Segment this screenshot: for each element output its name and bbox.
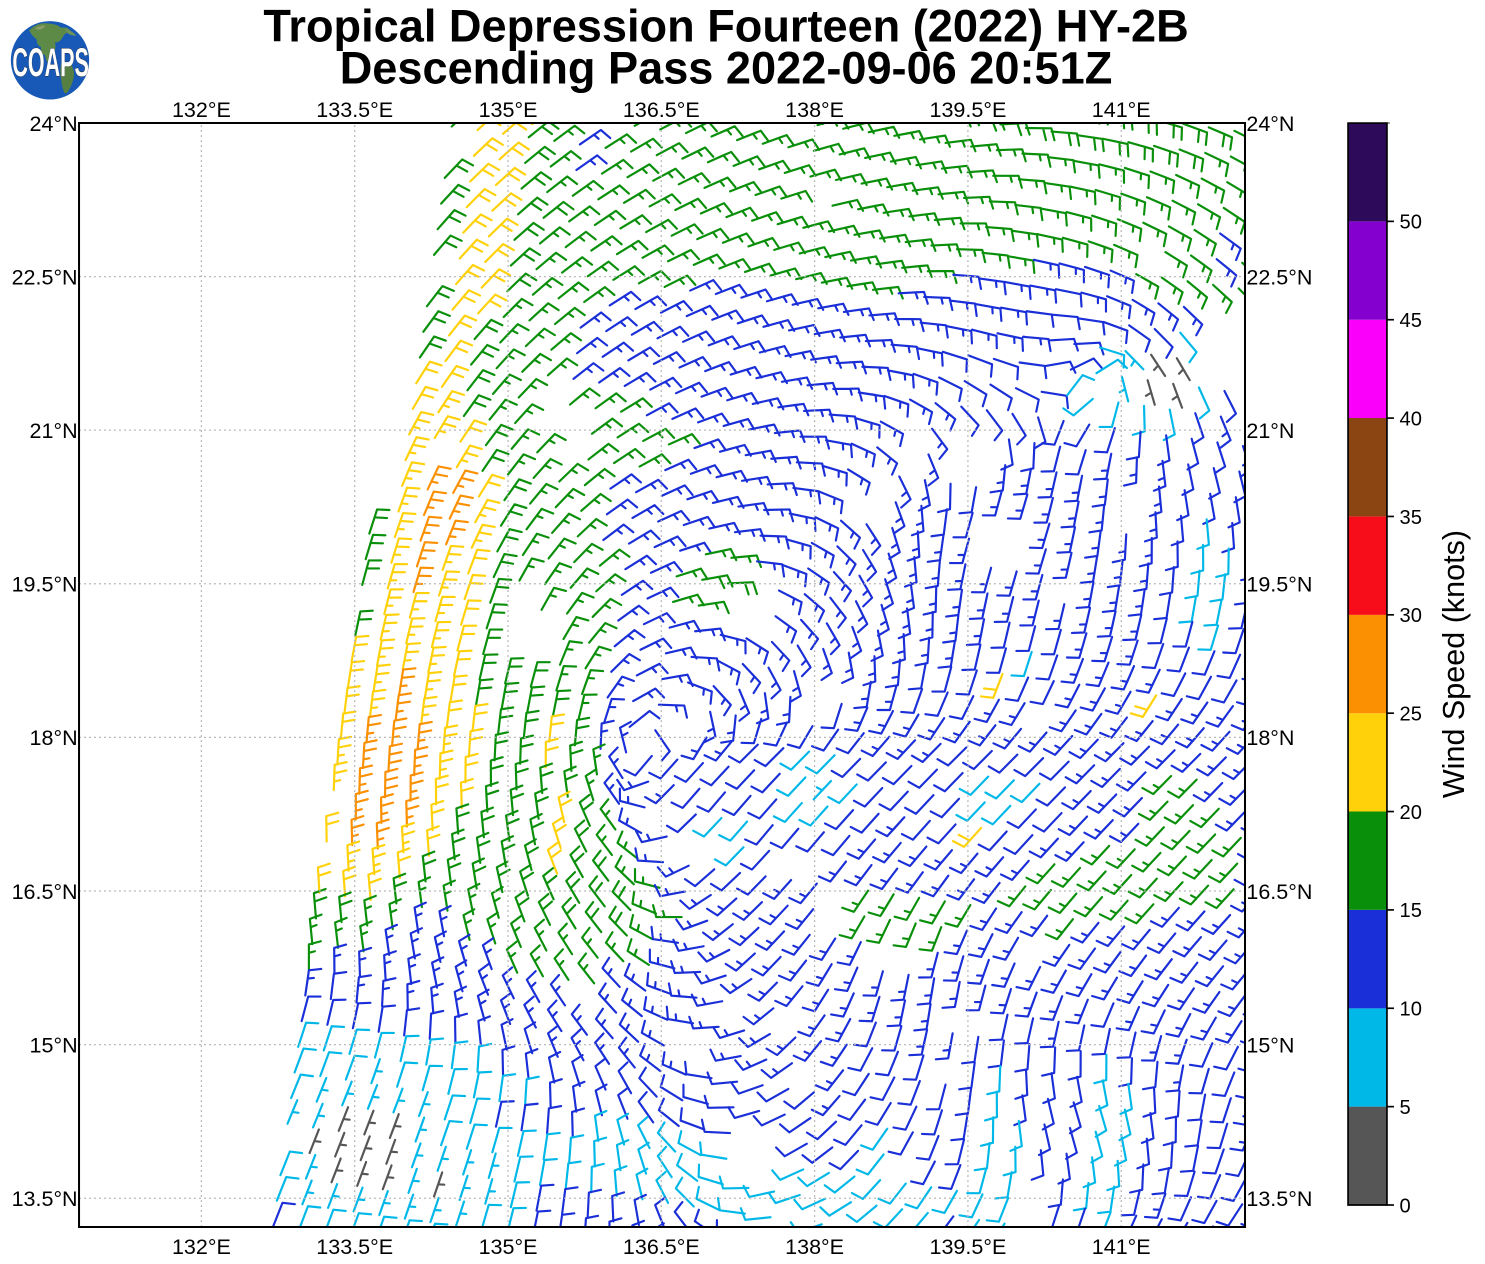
svg-text:16.5°N: 16.5°N [12,880,78,904]
svg-text:50: 50 [1400,212,1422,234]
svg-text:25: 25 [1400,703,1422,725]
svg-text:0: 0 [1400,1195,1411,1217]
svg-text:24°N: 24°N [30,112,78,136]
svg-text:19.5°N: 19.5°N [12,573,78,597]
svg-text:Tropical Depression Fourteen (: Tropical Depression Fourteen (2022) HY-2… [263,1,1188,52]
svg-text:139.5°E: 139.5°E [930,98,1007,122]
svg-text:35: 35 [1400,507,1422,529]
svg-text:135°E: 135°E [479,98,538,122]
svg-text:Wind Speed (knots): Wind Speed (knots) [1437,530,1471,798]
svg-text:133.5°E: 133.5°E [316,98,393,122]
svg-text:18°N: 18°N [30,726,78,750]
svg-text:19.5°N: 19.5°N [1246,573,1312,597]
svg-text:20: 20 [1400,802,1422,824]
svg-text:22.5°N: 22.5°N [12,265,78,289]
svg-text:138°E: 138°E [785,98,844,122]
svg-text:22.5°N: 22.5°N [1246,265,1312,289]
svg-text:15°N: 15°N [1246,1033,1294,1057]
svg-text:16.5°N: 16.5°N [1246,880,1312,904]
svg-text:15: 15 [1400,900,1422,922]
svg-text:Descending Pass 2022-09-06 20:: Descending Pass 2022-09-06 20:51Z [340,43,1113,94]
svg-text:135°E: 135°E [479,1235,538,1259]
svg-text:15°N: 15°N [30,1033,78,1057]
svg-text:30: 30 [1400,605,1422,627]
svg-text:133.5°E: 133.5°E [316,1235,393,1259]
svg-text:18°N: 18°N [1246,726,1294,750]
svg-text:21°N: 21°N [1246,419,1294,443]
svg-text:5: 5 [1400,1097,1411,1119]
svg-text:141°E: 141°E [1092,98,1151,122]
svg-text:13.5°N: 13.5°N [1246,1187,1312,1211]
svg-text:COAPS: COAPS [12,40,88,85]
svg-text:141°E: 141°E [1092,1235,1151,1259]
svg-text:138°E: 138°E [785,1235,844,1259]
svg-text:40: 40 [1400,408,1422,430]
svg-text:45: 45 [1400,310,1422,332]
svg-text:136.5°E: 136.5°E [623,98,700,122]
svg-text:10: 10 [1400,999,1422,1021]
svg-text:21°N: 21°N [30,419,78,443]
svg-text:24°N: 24°N [1246,112,1294,136]
svg-text:136.5°E: 136.5°E [623,1235,700,1259]
svg-text:132°E: 132°E [172,98,231,122]
svg-text:139.5°E: 139.5°E [930,1235,1007,1259]
svg-text:132°E: 132°E [172,1235,231,1259]
svg-text:13.5°N: 13.5°N [12,1187,78,1211]
